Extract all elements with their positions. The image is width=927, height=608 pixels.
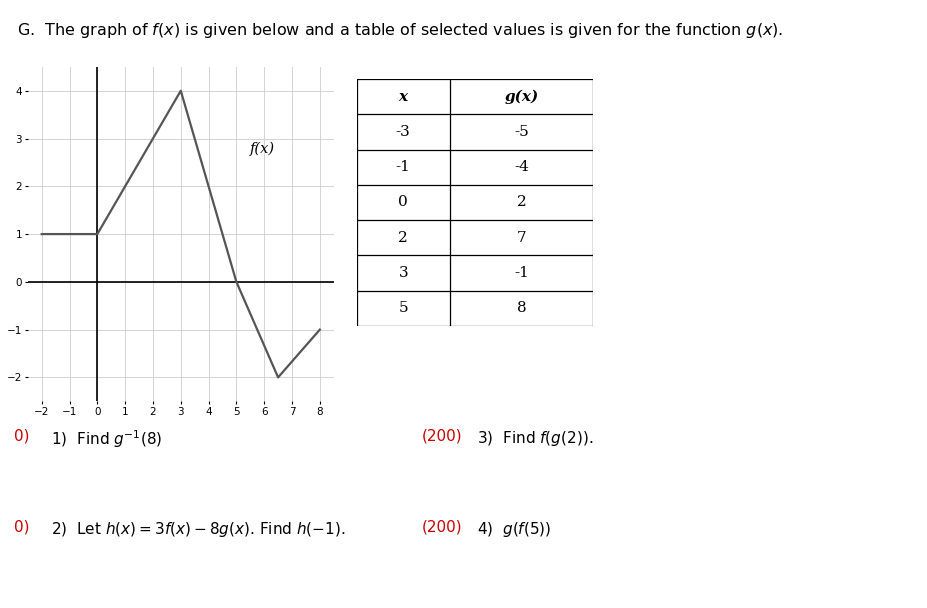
Text: x: x (399, 89, 408, 104)
Text: -1: -1 (396, 160, 411, 174)
Text: G.  The graph of $f(x)$ is given below and a table of selected values is given f: G. The graph of $f(x)$ is given below an… (17, 21, 783, 40)
Text: 2: 2 (516, 195, 527, 210)
Text: 1)  Find $g^{-1}(8)$: 1) Find $g^{-1}(8)$ (51, 429, 162, 451)
Text: 5: 5 (399, 301, 408, 316)
Text: 0: 0 (399, 195, 408, 210)
Text: 3: 3 (399, 266, 408, 280)
Text: -4: -4 (514, 160, 529, 174)
Text: f(x): f(x) (250, 142, 275, 156)
Text: 8: 8 (516, 301, 527, 316)
Text: -1: -1 (514, 266, 529, 280)
Text: (200): (200) (422, 520, 463, 535)
Text: (200): (200) (422, 429, 463, 444)
Text: 3)  Find $f(g(2)).$: 3) Find $f(g(2)).$ (477, 429, 594, 447)
Text: 2)  Let $h(x) = 3f(x) - 8g(x)$. Find $h(-1)$.: 2) Let $h(x) = 3f(x) - 8g(x)$. Find $h(-… (51, 520, 346, 539)
Text: 0): 0) (14, 520, 30, 535)
Text: 7: 7 (516, 230, 527, 245)
Text: -5: -5 (514, 125, 528, 139)
Text: 2: 2 (399, 230, 408, 245)
Text: 4)  $g(f(5))$: 4) $g(f(5))$ (477, 520, 552, 539)
Text: 0): 0) (14, 429, 30, 444)
Text: g(x): g(x) (504, 89, 539, 104)
Text: -3: -3 (396, 125, 411, 139)
